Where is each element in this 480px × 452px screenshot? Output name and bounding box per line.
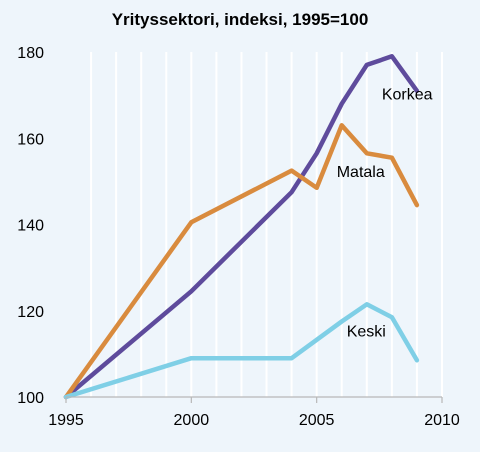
series-line-korkea: [63, 54, 420, 400]
series-lines: [63, 54, 420, 400]
series-label-matala: Matala: [337, 164, 385, 181]
grid: [90, 52, 443, 397]
x-tick-label: 2010: [424, 412, 460, 429]
series-line-matala: [63, 123, 420, 400]
series-label-korkea: Korkea: [382, 86, 433, 103]
series-label-keski: Keski: [347, 324, 386, 341]
series-labels: Korkea Matala Keski: [337, 86, 433, 340]
y-tick-label: 160: [17, 131, 44, 148]
series-line-keski: [63, 302, 420, 400]
x-tick-label: 1995: [48, 412, 84, 429]
y-tick-label: 100: [17, 390, 44, 407]
y-tick-label: 140: [17, 218, 44, 235]
axes: 1995 2000 2005 2010 100 120 140 160 180: [17, 45, 460, 429]
x-tick-label: 2000: [174, 412, 210, 429]
chart-title: Yrityssektori, indeksi, 1995=100: [111, 10, 369, 29]
y-tick-label: 120: [17, 304, 44, 321]
y-tick-label: 180: [17, 45, 44, 62]
x-tick-label: 2005: [299, 412, 335, 429]
